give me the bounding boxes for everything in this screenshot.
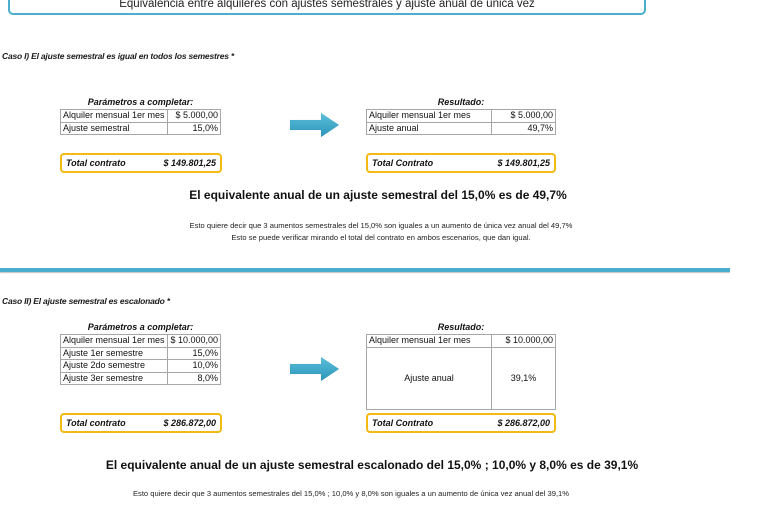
right-arrow-icon	[289, 112, 340, 138]
case2-result-table: Alquiler mensual 1er mes $ 10.000,00 Aju…	[366, 334, 556, 410]
case2-params-table: Alquiler mensual 1er mes $ 10.000,00 Aju…	[60, 334, 222, 385]
table-row: Ajuste 3er semestre 8,0%	[60, 371, 222, 385]
semester2-adjust-input[interactable]: 10,0%	[166, 359, 222, 373]
section-divider	[0, 268, 730, 272]
table-row: Alquiler mensual 1er mes $ 5.000,00	[60, 109, 222, 123]
table-row: Ajuste 2do semestre 10,0%	[60, 359, 222, 373]
total-value: $ 286.872,00	[163, 418, 216, 428]
cell-value: $ 5.000,00	[491, 109, 556, 123]
right-arrow-icon	[289, 356, 340, 382]
semester-adjust-input[interactable]: 15,0%	[166, 121, 222, 135]
table-row: Alquiler mensual 1er mes $ 10.000,00	[366, 334, 556, 348]
case2-params-total: Total contrato $ 286.872,00	[60, 413, 222, 433]
total-value: $ 149.801,25	[497, 158, 550, 168]
case1-params-total: Total contrato $ 149.801,25	[60, 153, 222, 173]
cell-label: Ajuste 3er semestre	[60, 371, 168, 385]
cell-label: Alquiler mensual 1er mes	[60, 109, 168, 123]
page-title-box: Equivalencia entre alquileres con ajuste…	[8, 0, 646, 15]
total-value: $ 149.801,25	[163, 158, 216, 168]
case2-result-heading: Resultado:	[437, 322, 485, 332]
cell-label: Ajuste anual	[366, 346, 492, 410]
table-row: Ajuste anual 49,7%	[366, 121, 556, 135]
case1-title: Caso I) El ajuste semestral es igual en …	[2, 51, 235, 61]
case1-note-line1: Esto quiere decir que 3 aumentos semestr…	[189, 221, 573, 230]
case1-result-total: Total Contrato $ 149.801,25	[366, 153, 556, 173]
case1-params-heading: Parámetros a completar:	[87, 97, 194, 107]
total-label: Total contrato	[66, 158, 126, 168]
page-title: Equivalencia entre alquileres con ajuste…	[119, 0, 535, 10]
case1-params-table: Alquiler mensual 1er mes $ 5.000,00 Ajus…	[60, 109, 222, 135]
case1-headline: El equivalente anual de un ajuste semest…	[189, 188, 567, 202]
cell-label: Ajuste anual	[366, 121, 492, 135]
table-row: Alquiler mensual 1er mes $ 5.000,00	[366, 109, 556, 123]
annual-adjust-result: 39,1%	[491, 346, 556, 410]
semester3-adjust-input[interactable]: 8,0%	[166, 371, 222, 385]
cell-label: Ajuste 2do semestre	[60, 359, 168, 373]
total-label: Total Contrato	[372, 418, 434, 428]
total-label: Total contrato	[66, 418, 126, 428]
table-row: Ajuste anual 39,1%	[366, 346, 556, 410]
rent-input[interactable]: $ 5.000,00	[166, 109, 222, 123]
case2-headline: El equivalente anual de un ajuste semest…	[105, 458, 639, 472]
case1-note-line2: Esto se puede verificar mirando el total…	[231, 233, 531, 242]
cell-label: Alquiler mensual 1er mes	[366, 334, 492, 348]
annual-adjust-result: 49,7%	[491, 121, 556, 135]
case2-note-line1: Esto quiere decir que 3 aumentos semestr…	[132, 489, 570, 498]
total-label: Total Contrato	[372, 158, 434, 168]
rent-input[interactable]: $ 10.000,00	[166, 334, 222, 348]
case2-params-heading: Parámetros a completar:	[87, 322, 194, 332]
table-row: Ajuste semestral 15,0%	[60, 121, 222, 135]
cell-label: Ajuste semestral	[60, 121, 168, 135]
total-value: $ 286.872,00	[497, 418, 550, 428]
cell-label: Alquiler mensual 1er mes	[366, 109, 492, 123]
case2-title: Caso II) El ajuste semestral es escalona…	[2, 296, 170, 306]
cell-label: Alquiler mensual 1er mes	[60, 334, 168, 348]
table-row: Ajuste 1er semestre 15,0%	[60, 346, 222, 360]
case2-result-total: Total Contrato $ 286.872,00	[366, 413, 556, 433]
cell-label: Ajuste 1er semestre	[60, 346, 168, 360]
table-row: Alquiler mensual 1er mes $ 10.000,00	[60, 334, 222, 348]
case1-result-table: Alquiler mensual 1er mes $ 5.000,00 Ajus…	[366, 109, 556, 135]
case1-result-heading: Resultado:	[437, 97, 485, 107]
semester1-adjust-input[interactable]: 15,0%	[166, 346, 222, 360]
cell-value: $ 10.000,00	[491, 334, 556, 348]
